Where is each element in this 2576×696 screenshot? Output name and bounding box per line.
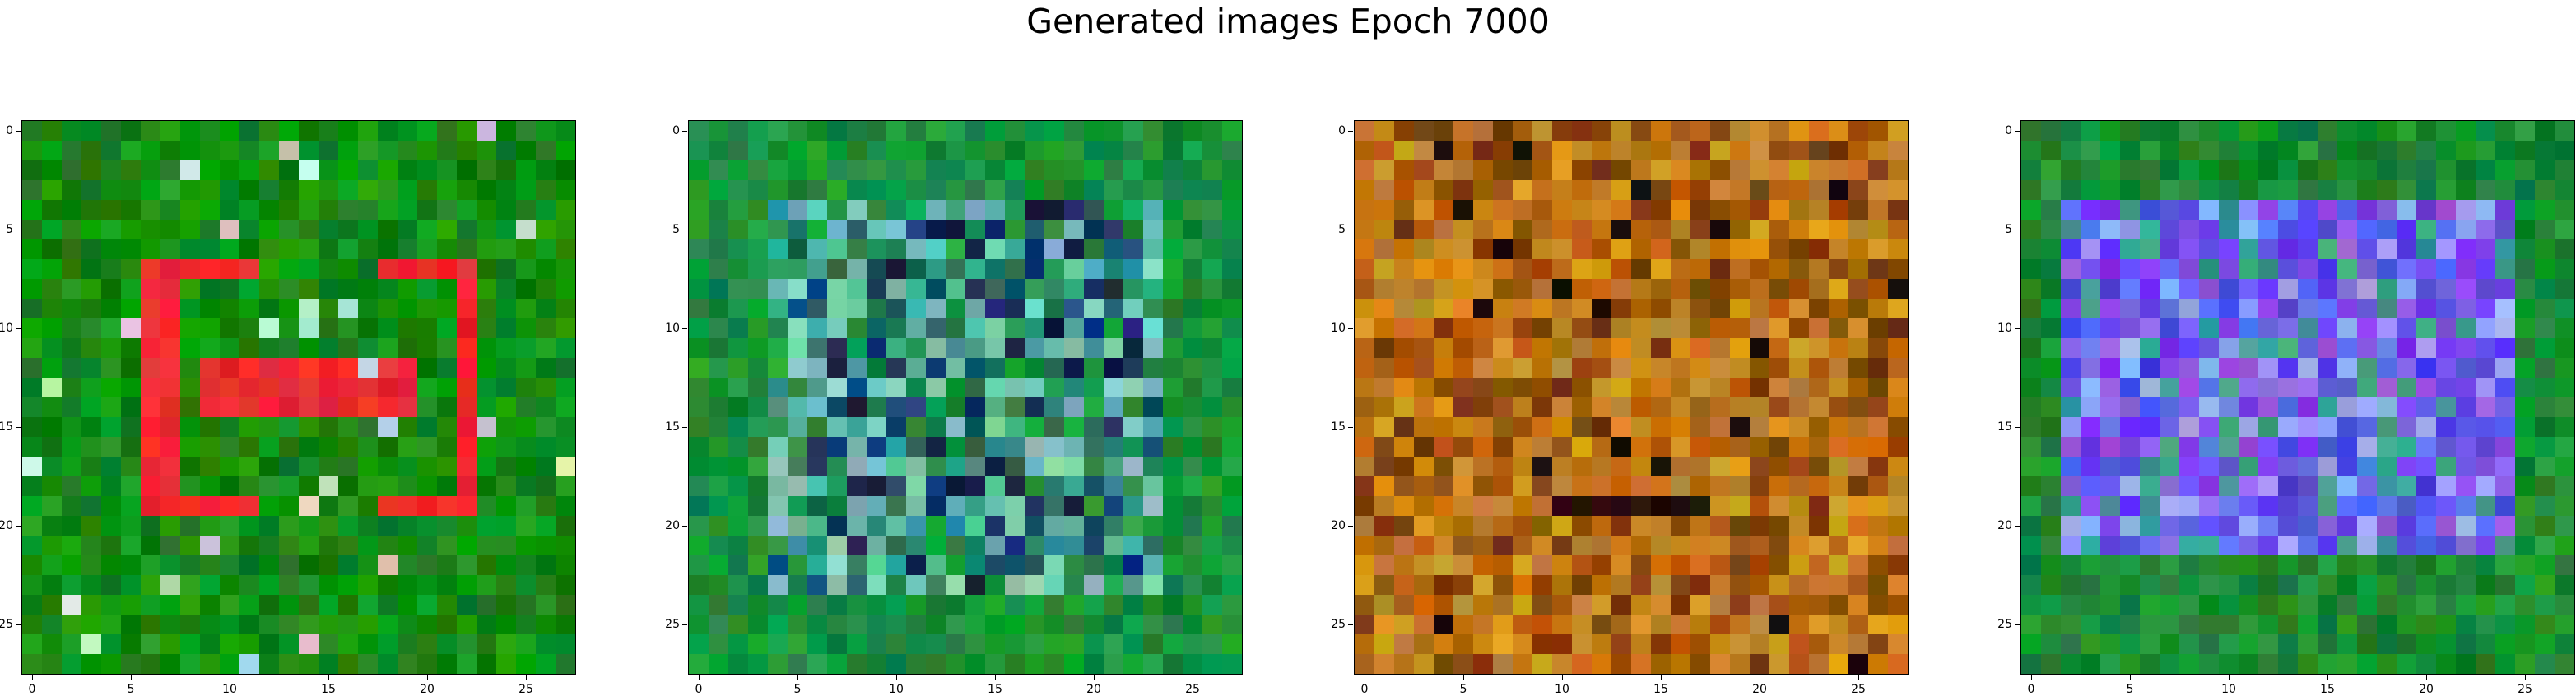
y-tick-label: 10 [1331,322,1346,335]
x-tick-label: 20 [1086,683,1101,696]
x-tick [1858,675,1859,680]
x-tick-label: 0 [695,683,703,696]
y-tick [2015,131,2020,132]
x-tick-label: 15 [321,683,336,696]
x-tick-label: 5 [2126,683,2134,696]
y-tick [1348,624,1353,625]
x-tick-label: 0 [28,683,36,696]
generated-image-1 [21,120,576,675]
x-tick-label: 5 [793,683,802,696]
y-tick-label: 25 [1997,618,2012,631]
x-tick-label: 10 [2221,683,2236,696]
y-tick [682,526,687,527]
y-tick-label: 15 [1997,420,2012,434]
y-tick-label: 5 [2005,223,2012,236]
x-tick-label: 25 [2518,683,2532,696]
x-tick-label: 20 [2419,683,2434,696]
y-tick-label: 25 [1331,618,1346,631]
image-panel-1: 0 5 10 15 20 25 0 5 10 15 20 25 [0,120,576,696]
y-tick-label: 10 [1997,322,2012,335]
y-tick [682,624,687,625]
x-tick [2031,675,2032,680]
y-tick [1348,328,1353,329]
x-tick [328,675,329,680]
generated-image-4 [2020,120,2575,675]
y-tick-label: 20 [665,519,680,532]
y-tick [16,526,21,527]
x-tick-label: 25 [1851,683,1866,696]
y-tick [682,131,687,132]
x-tick [427,675,428,680]
y-tick-label: 5 [1338,223,1346,236]
x-tick-label: 0 [2027,683,2035,696]
x-tick-label: 5 [1459,683,1467,696]
y-tick-label: 0 [1338,124,1346,137]
y-tick-label: 5 [6,223,13,236]
y-tick [682,328,687,329]
y-tick-label: 15 [665,420,680,434]
image-panel-4: 0 5 10 15 20 25 0 5 10 15 20 25 [1997,120,2575,696]
x-tick [131,675,132,680]
y-tick [16,328,21,329]
x-tick-label: 5 [127,683,135,696]
x-tick-label: 15 [988,683,1002,696]
y-tick-label: 5 [672,223,680,236]
x-tick-label: 10 [222,683,237,696]
x-tick-label: 15 [1653,683,1668,696]
y-tick [16,131,21,132]
image-panel-3: 0 5 10 15 20 25 0 5 10 15 20 25 [1331,120,1909,696]
x-tick-label: 20 [1752,683,1767,696]
x-tick-label: 25 [1185,683,1200,696]
y-tick-label: 20 [1331,519,1346,532]
x-tick-label: 0 [1360,683,1369,696]
y-tick-label: 15 [1331,420,1346,434]
x-tick [2426,675,2427,680]
x-tick-label: 10 [1555,683,1569,696]
x-tick [2130,675,2131,680]
x-tick [2229,675,2230,680]
y-tick [682,427,687,428]
x-tick-label: 20 [420,683,435,696]
y-tick-label: 20 [1997,519,2012,532]
x-tick [1463,675,1464,680]
y-tick-label: 25 [0,618,13,631]
x-tick [2327,675,2328,680]
y-tick-label: 10 [665,322,680,335]
y-tick-label: 0 [672,124,680,137]
y-tick-label: 10 [0,322,13,335]
x-tick-label: 25 [518,683,533,696]
x-tick-label: 10 [889,683,904,696]
image-panel-2: 0 5 10 15 20 25 0 5 10 15 20 25 [665,120,1243,696]
generated-image-2 [688,120,1243,675]
x-tick [699,675,700,680]
figure-title: Generated images Epoch 7000 [1026,2,1550,41]
y-tick-label: 0 [2005,124,2012,137]
y-tick [16,427,21,428]
y-tick [2015,328,2020,329]
x-tick [1661,675,1662,680]
x-tick [526,675,527,680]
x-tick [797,675,798,680]
generated-image-3 [1354,120,1909,675]
x-tick [2525,675,2526,680]
x-tick [1562,675,1563,680]
y-tick [1348,131,1353,132]
x-tick [32,675,33,680]
y-tick [16,624,21,625]
x-tick [896,675,897,680]
y-tick [2015,624,2020,625]
x-tick [1094,675,1095,680]
y-tick [1348,526,1353,527]
y-tick [1348,427,1353,428]
x-tick [995,675,996,680]
y-tick [2015,526,2020,527]
y-tick-label: 20 [0,519,13,532]
y-tick [2015,427,2020,428]
y-tick-label: 0 [6,124,13,137]
y-tick-label: 15 [0,420,13,434]
x-tick-label: 15 [2320,683,2335,696]
y-tick-label: 25 [665,618,680,631]
